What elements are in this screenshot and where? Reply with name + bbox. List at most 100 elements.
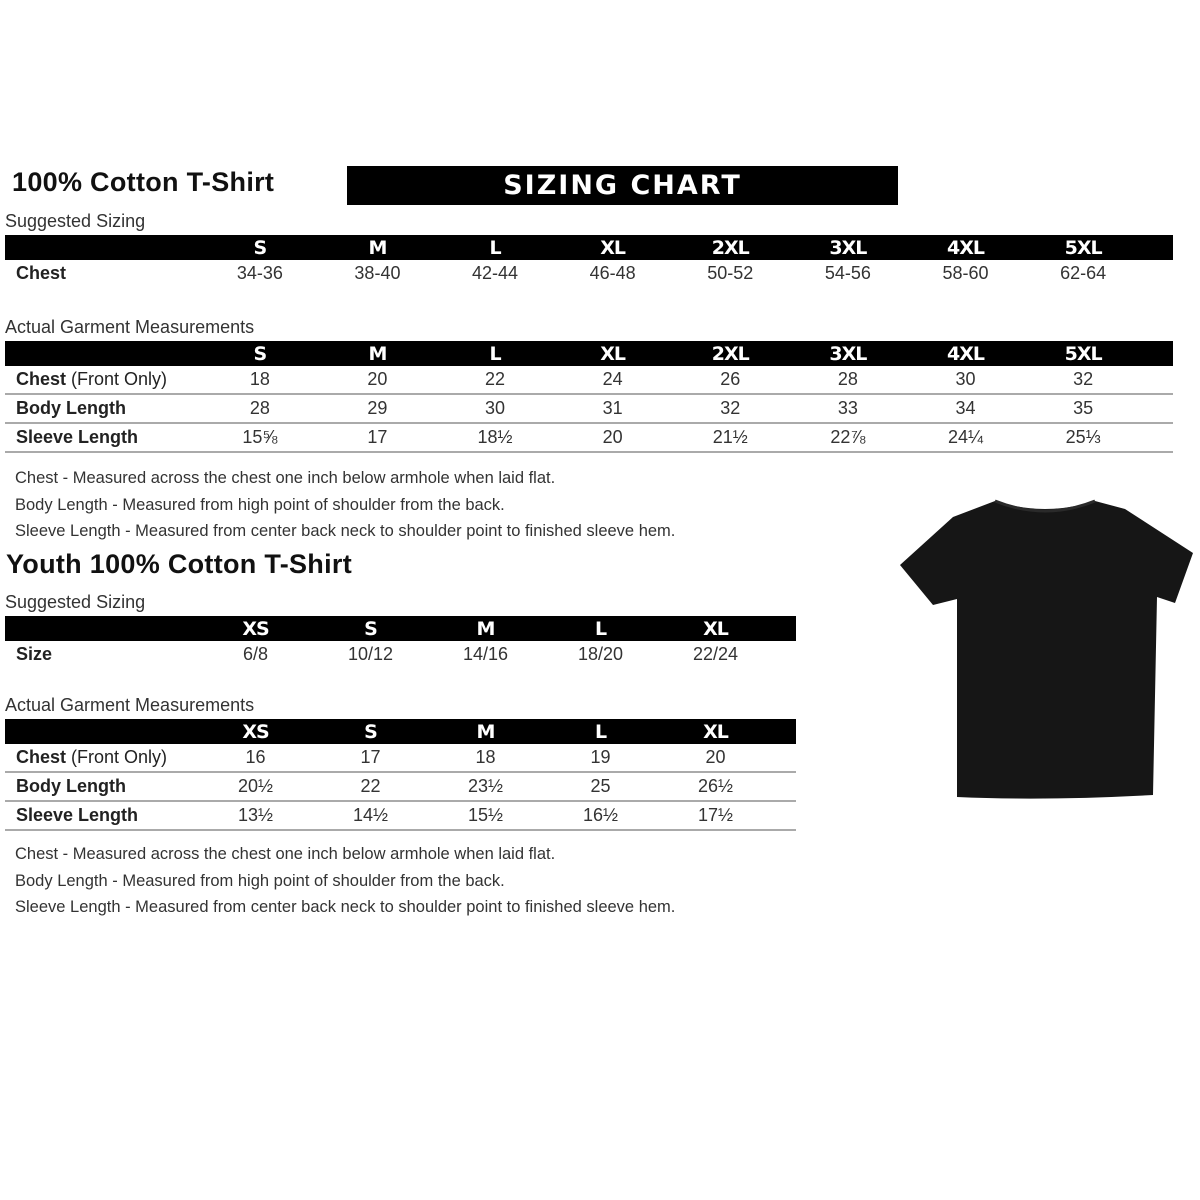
measurement-cell: 21½ <box>671 423 790 453</box>
size-header: M <box>428 616 543 641</box>
sizing-chart-banner: SIZING CHART <box>347 166 898 205</box>
adult-actual-table: S M L XL 2XL 3XL 4XL 5XL Chest (Front Only) 18 20 2… <box>5 341 1173 453</box>
note-chest: Chest - Measured across the chest one in… <box>15 469 556 487</box>
measurement-cell: 18½ <box>436 423 554 453</box>
row-label: Size <box>16 644 53 664</box>
table-row: Size 6/8 10/12 14/16 18/20 22/24 <box>5 641 796 668</box>
size-header: M <box>318 235 437 260</box>
row-label: Sleeve Length <box>5 801 198 831</box>
size-header-row: XS S M L XL <box>5 719 796 744</box>
size-header: 5XL <box>1024 235 1142 260</box>
measurement-cell: 30 <box>436 394 554 424</box>
measurement-cell: 22/24 <box>692 644 739 664</box>
note-sleeve-length: Sleeve Length - Measured from center bac… <box>15 522 676 540</box>
measurement-cell: 26½ <box>658 772 773 802</box>
table-row: Sleeve Length 13½ 14½ 15½ 16½ 17½ <box>5 801 796 831</box>
size-header: L <box>543 616 658 641</box>
size-header: 3XL <box>789 341 907 366</box>
size-header: S <box>201 235 319 260</box>
measurement-cell: 18/20 <box>577 644 624 664</box>
size-header: 3XL <box>789 235 907 260</box>
size-header: 2XL <box>671 341 790 366</box>
measurement-cell: 15⅝ <box>201 423 319 453</box>
measurement-cell: 20 <box>318 366 437 395</box>
measurement-cell: 28 <box>789 366 907 395</box>
measurement-cell: 62-64 <box>1060 263 1107 283</box>
note-chest: Chest - Measured across the chest one in… <box>15 845 556 863</box>
measurement-cell: 20½ <box>198 772 313 802</box>
adult-suggested-label: Suggested Sizing <box>5 211 146 231</box>
table-row: Chest (Front Only) 16 17 18 19 20 <box>5 744 796 773</box>
table-row: Sleeve Length 15⅝ 17 18½ 20 21½ 22⅞ 24¼ 25⅓ <box>5 423 1173 453</box>
size-header: 2XL <box>671 235 790 260</box>
youth-notes: Chest - Measured across the chest one in… <box>15 841 675 921</box>
measurement-cell: 6/8 <box>242 644 269 664</box>
adult-suggested-table: S M L XL 2XL 3XL 4XL 5XL Chest 34-36 38-40 42-44 46-… <box>5 235 1173 287</box>
measurement-cell: 42-44 <box>472 263 519 283</box>
measurement-cell: 58-60 <box>942 263 989 283</box>
measurement-cell: 17½ <box>658 801 773 831</box>
size-header: S <box>201 341 319 366</box>
measurement-cell: 26 <box>671 366 790 395</box>
youth-actual-table: XS S M L XL Chest (Front Only) 16 17 18 19 20 Body … <box>5 719 796 831</box>
size-header-row: XS S M L XL <box>5 616 796 641</box>
size-header: M <box>318 341 437 366</box>
measurement-cell: 15½ <box>428 801 543 831</box>
size-header: L <box>543 719 658 744</box>
adult-actual-label: Actual Garment Measurements <box>5 317 255 337</box>
measurement-cell: 31 <box>553 394 672 424</box>
measurement-cell: 22⅞ <box>789 423 907 453</box>
measurement-cell: 20 <box>553 423 672 453</box>
measurement-cell: 32 <box>1024 366 1142 395</box>
measurement-cell: 16½ <box>543 801 658 831</box>
youth-suggested-table: XS S M L XL Size 6/8 10/12 14/16 18/20 22/24 <box>5 616 796 668</box>
size-header: L <box>436 235 554 260</box>
measurement-cell: 22 <box>313 772 428 802</box>
table-row: Chest 34-36 38-40 42-44 46-48 50-52 54-56 58-60… <box>5 260 1173 287</box>
size-header: XS <box>198 719 313 744</box>
note-body-length: Body Length - Measured from high point o… <box>15 871 505 890</box>
size-header: XL <box>658 616 773 641</box>
measurement-cell: 35 <box>1024 394 1142 424</box>
measurement-cell: 24¼ <box>906 423 1025 453</box>
measurement-cell: 54-56 <box>824 263 871 283</box>
measurement-cell: 14½ <box>313 801 428 831</box>
measurement-cell: 13½ <box>198 801 313 831</box>
youth-suggested-label: Suggested Sizing <box>5 592 146 612</box>
measurement-cell: 34-36 <box>236 263 283 283</box>
size-header: S <box>313 719 428 744</box>
row-label: Sleeve Length <box>5 423 202 453</box>
table-row: Body Length 28 29 30 31 32 33 34 35 <box>5 394 1173 424</box>
size-header: XL <box>553 341 672 366</box>
measurement-cell: 10/12 <box>347 644 394 664</box>
black-tshirt-icon <box>900 499 1193 799</box>
measurement-cell: 34 <box>906 394 1025 424</box>
measurement-cell: 25⅓ <box>1024 423 1142 453</box>
youth-title: Youth 100% Cotton T-Shirt <box>6 549 352 579</box>
measurement-cell: 28 <box>201 394 319 424</box>
size-header: XS <box>198 616 313 641</box>
row-label: Chest <box>16 263 67 283</box>
size-header: 5XL <box>1024 341 1142 366</box>
size-header-row: S M L XL 2XL 3XL 4XL 5XL <box>5 235 1173 260</box>
youth-actual-label: Actual Garment Measurements <box>5 695 255 715</box>
measurement-cell: 22 <box>436 366 554 395</box>
measurement-cell: 19 <box>543 744 658 773</box>
measurement-cell: 18 <box>201 366 319 395</box>
measurement-cell: 38-40 <box>354 263 401 283</box>
measurement-cell: 46-48 <box>589 263 636 283</box>
measurement-cell: 17 <box>318 423 437 453</box>
adult-notes: Chest - Measured across the chest one in… <box>15 465 675 545</box>
row-label: Body Length <box>5 394 202 424</box>
measurement-cell: 16 <box>198 744 313 773</box>
size-header-row: S M L XL 2XL 3XL 4XL 5XL <box>5 341 1173 366</box>
measurement-cell: 50-52 <box>707 263 754 283</box>
note-sleeve-length: Sleeve Length - Measured from center bac… <box>15 898 676 916</box>
size-header: S <box>313 616 428 641</box>
measurement-cell: 32 <box>671 394 790 424</box>
size-header: 4XL <box>906 235 1025 260</box>
measurement-cell: 14/16 <box>462 644 509 664</box>
measurement-cell: 25 <box>543 772 658 802</box>
size-header: M <box>428 719 543 744</box>
row-label: Body Length <box>5 772 198 802</box>
